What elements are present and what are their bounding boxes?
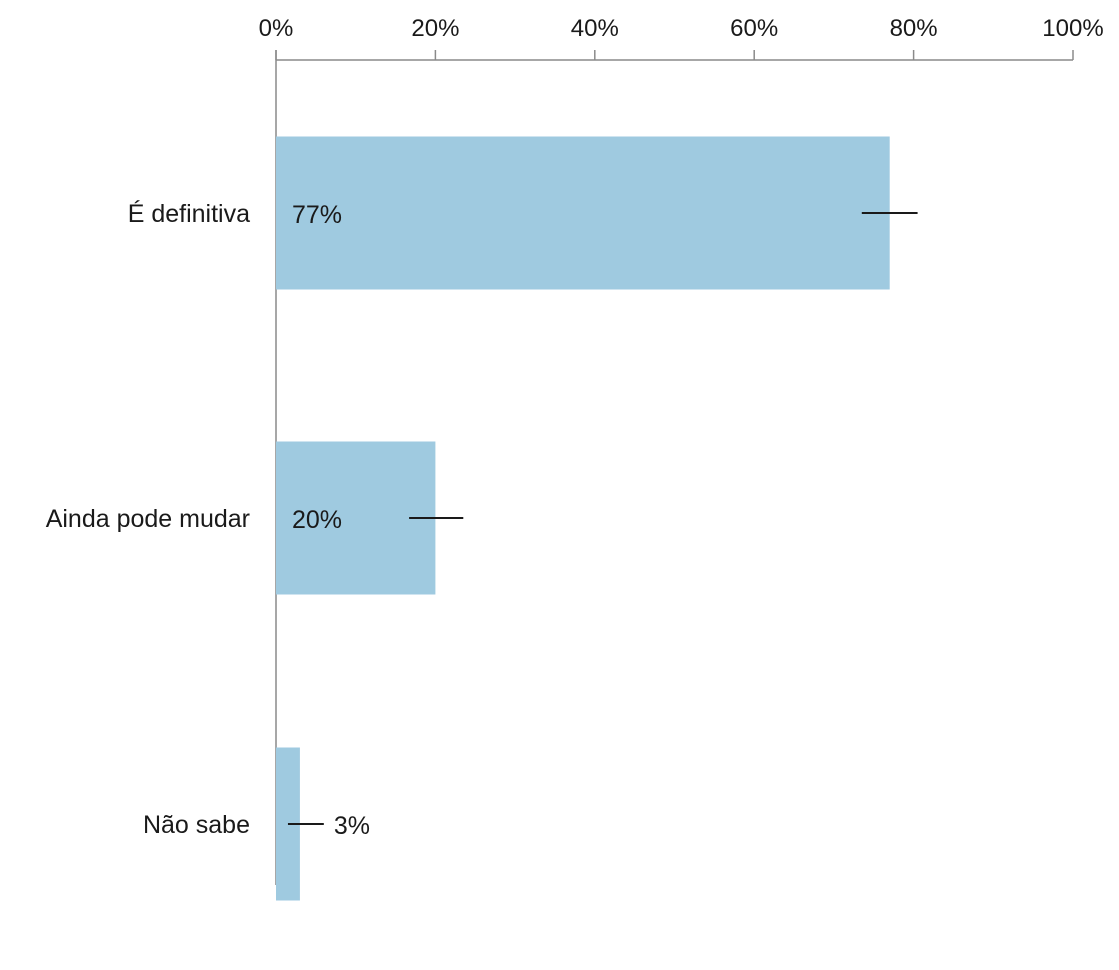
data-label-0: 77%: [292, 201, 342, 229]
category-label-1: Ainda pode mudar: [46, 505, 250, 533]
bars-layer: [276, 137, 918, 901]
x-tick-label-1: 20%: [411, 15, 459, 42]
x-tick-label-3: 60%: [730, 15, 778, 42]
category-label-0: É definitiva: [128, 199, 250, 228]
x-tick-label-0: 0%: [259, 15, 294, 42]
bar-0: [276, 137, 890, 290]
x-tick-label-2: 40%: [571, 15, 619, 42]
data-label-2: 3%: [334, 812, 370, 840]
x-tick-label-5: 100%: [1042, 15, 1103, 42]
x-tick-label-4: 80%: [890, 15, 938, 42]
category-label-2: Não sabe: [143, 811, 250, 839]
data-label-1: 20%: [292, 506, 342, 534]
